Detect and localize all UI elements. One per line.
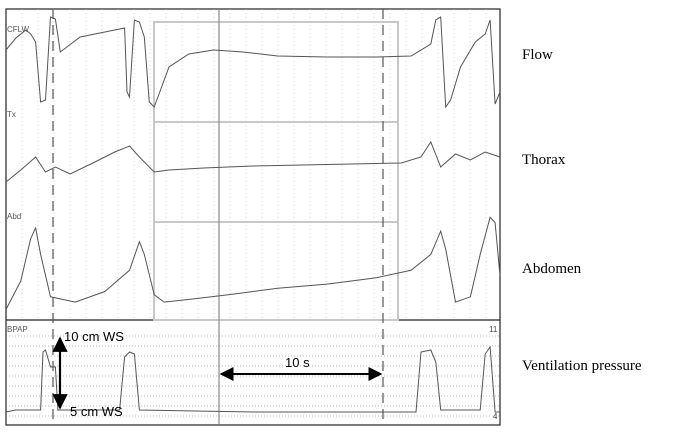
corner-number-top: 11 bbox=[489, 325, 498, 334]
plot-frame bbox=[5, 8, 501, 426]
annotation-pressure-high: 10 cm WS bbox=[64, 329, 124, 344]
channel-tag-flow: CFLW bbox=[7, 25, 30, 34]
trace-ventilation-pressure bbox=[5, 345, 500, 413]
channel-tag-pressure: BPAP bbox=[7, 325, 28, 334]
trace-thorax bbox=[5, 140, 501, 183]
corner-number-bottom: 4 bbox=[493, 412, 498, 421]
label-ventilation-pressure: Ventilation pressure bbox=[522, 358, 642, 374]
trace-flow bbox=[5, 16, 501, 109]
event-box bbox=[153, 21, 399, 321]
channel-tag-thorax: Tx bbox=[7, 110, 16, 119]
label-abdomen: Abdomen bbox=[522, 261, 582, 277]
channel-tag-abdomen: Abd bbox=[7, 212, 22, 221]
annotation-duration: 10 s bbox=[285, 355, 310, 370]
label-flow: Flow bbox=[522, 47, 553, 63]
label-thorax: Thorax bbox=[522, 152, 566, 168]
annotation-pressure-low: 5 cm WS bbox=[70, 404, 123, 419]
trace-abdomen bbox=[5, 216, 501, 310]
